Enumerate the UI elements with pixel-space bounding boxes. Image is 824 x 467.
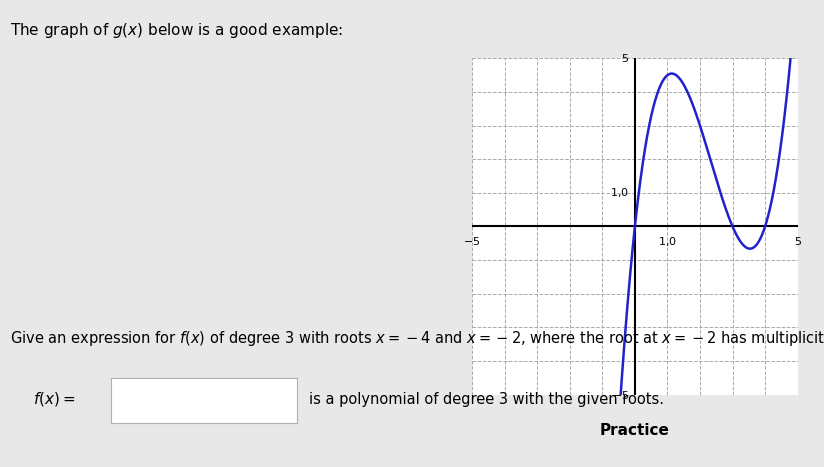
Text: $-5$: $-5$ bbox=[611, 389, 629, 401]
Text: Practice: Practice bbox=[600, 423, 669, 438]
Text: $5$: $5$ bbox=[621, 52, 629, 64]
Text: The graph of $g(x)$ below is a good example:: The graph of $g(x)$ below is a good exam… bbox=[10, 21, 343, 40]
Text: $5$: $5$ bbox=[794, 235, 802, 247]
Text: $1{,}0$: $1{,}0$ bbox=[610, 186, 629, 199]
Text: is a polynomial of degree 3 with the given roots.: is a polynomial of degree 3 with the giv… bbox=[309, 392, 664, 407]
Text: $f(x) =$: $f(x) =$ bbox=[33, 390, 75, 408]
Text: $-5$: $-5$ bbox=[463, 235, 481, 247]
Text: $1{,}0$: $1{,}0$ bbox=[658, 235, 677, 248]
Text: Give an expression for $f(x)$ of degree 3 with roots $x = -4$ and $x = -2$, wher: Give an expression for $f(x)$ of degree … bbox=[10, 329, 824, 348]
